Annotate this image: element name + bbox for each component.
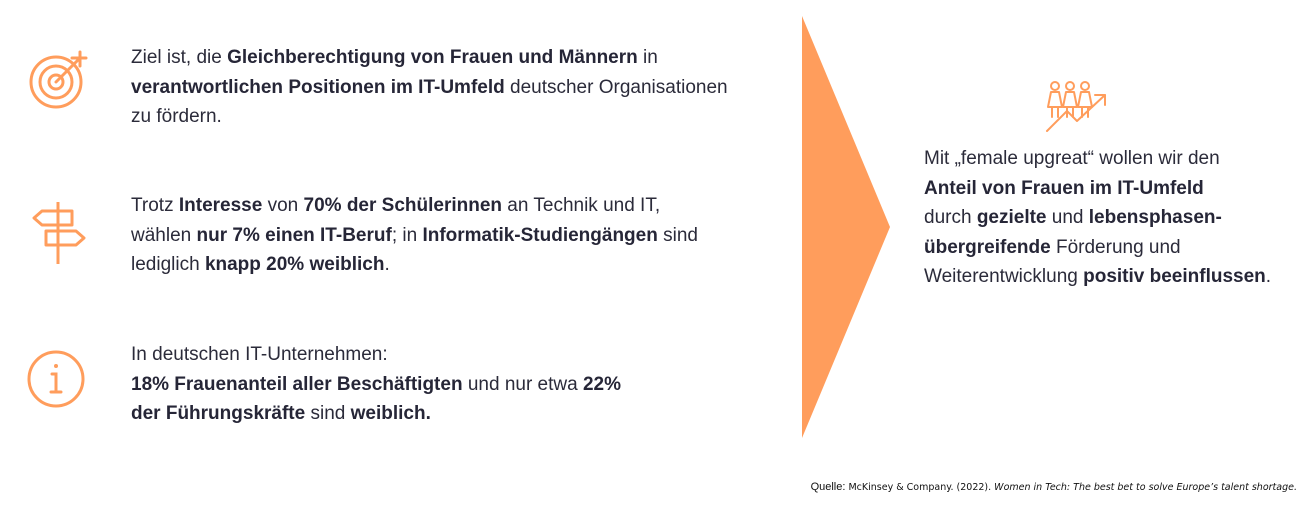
signpost-icon [32,200,88,266]
emphasis-text: übergreifende [924,236,1051,258]
body-text: ; in [391,224,423,246]
info-icon [27,350,87,410]
body-text: . [384,254,390,275]
body-text: deutscher Organisationen [504,76,728,98]
body-text: wählen [131,224,197,246]
chevron-arrow-shape [802,16,890,443]
emphasis-text: 18% Frauenanteil aller Beschäftigten [131,373,463,395]
emphasis-text: knapp 20% weiblich [204,254,385,275]
body-text: lediglich [131,254,205,275]
body-text: sind [657,224,698,246]
emphasis-text: gezielte [976,207,1047,228]
emphasis-text: Anteil von Frauen im IT-Umfeld [924,177,1204,199]
body-text: zu fördern. [131,106,222,127]
body-text: in [637,47,658,68]
body-text: sind [305,403,351,424]
emphasis-text: Gleichberechtigung von Frauen und Männer… [227,47,638,68]
body-text: Förderung und [1050,236,1181,258]
student-interest-statement: Trotz Interesse von 70% der Schülerinnen… [131,191,698,280]
source-text: McKinsey & Company. (2022). [848,482,995,493]
emphasis-text: nur 7% einen IT-Beruf [196,224,392,246]
emphasis-text: weiblich. [350,403,431,424]
women-growth-icon [1043,77,1113,133]
body-text: Ziel ist, die [131,47,228,68]
body-text: . [1265,266,1272,287]
emphasis-text: positiv beeinflussen [1083,266,1266,287]
emphasis-text: lebensphasen- [1088,207,1222,228]
body-text: Mit „female upgreat“ wollen wir den [924,148,1220,169]
employment-statistics-statement: In deutschen IT-Unternehmen: 18% Frauenan… [131,340,621,429]
body-text: von [262,195,304,216]
emphasis-text: Informatik-Studiengängen [422,224,658,246]
body-text: Trotz [131,195,179,216]
emphasis-text: verantwortlichen Positionen im IT-Umfeld [131,76,505,98]
goal-statement: Ziel ist, die Gleichberechtigung von Fra… [131,43,728,132]
body-text: an Technik und IT, [502,195,661,216]
mission-statement: Mit „female upgreat“ wollen wir den Antei… [924,144,1271,292]
body-text: durch [924,207,977,228]
emphasis-text: 70% der Schülerinnen [303,195,503,216]
emphasis-text: Interesse [178,195,263,216]
emphasis-text: 22% [582,373,622,395]
target-icon [28,50,90,112]
emphasis-text: der Führungskräfte [131,403,306,424]
source-citation: Quelle: McKinsey & Company. (2022). Wome… [811,481,1297,493]
source-title: Women in Tech: The best bet to solve Eur… [994,482,1297,493]
body-text: und [1046,207,1089,228]
body-text: und nur etwa [462,373,583,395]
body-text: In deutschen IT-Unternehmen: [131,344,388,365]
source-label: Quelle: [810,481,849,493]
body-text: Weiterentwicklung [924,266,1084,287]
